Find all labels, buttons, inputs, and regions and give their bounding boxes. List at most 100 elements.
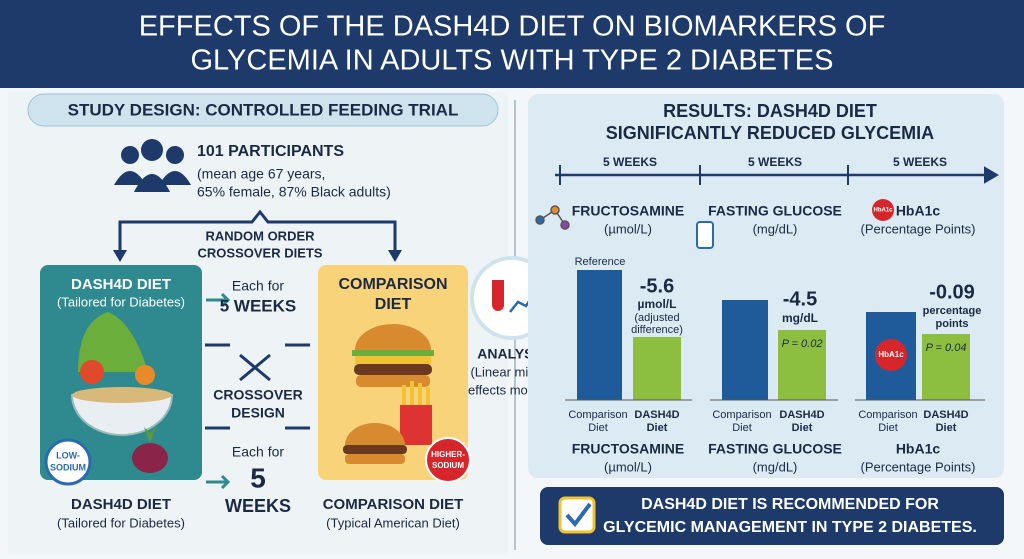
- timeline-label: 5 WEEKS: [748, 155, 802, 169]
- bar-label: DASH4D: [779, 409, 824, 421]
- results-heading: RESULTS: DASH4D DIET: [663, 101, 877, 121]
- bar-label: Comparison: [712, 409, 771, 421]
- crossover-label: DESIGN: [231, 405, 285, 421]
- title-line: EFFECTS OF THE DASH4D DIET ON BIOMARKERS…: [139, 11, 886, 43]
- period-label: Each for: [232, 278, 284, 294]
- check-icon: [558, 496, 596, 534]
- participants-detail: (mean age 67 years,: [197, 166, 325, 182]
- randomization-bracket: [118, 209, 397, 255]
- panel-unit: (Percentage Points): [861, 459, 976, 474]
- effect-unit: mg/dL: [782, 311, 818, 325]
- panel-name: FRUCTOSAMINE: [572, 441, 685, 457]
- low-sodium-label: SODIUM: [50, 462, 86, 472]
- period-label: 5: [250, 462, 266, 493]
- participants-detail: 65% female, 87% Black adults): [197, 184, 391, 200]
- comparison-note: (Typical American Diet): [326, 515, 460, 530]
- hba1c-badge: [875, 339, 907, 371]
- period-label: Each for: [232, 444, 284, 460]
- panel-name: FRUCTOSAMINE: [572, 203, 685, 219]
- bar-label: Diet: [936, 422, 957, 434]
- period-label: WEEKS: [225, 496, 291, 516]
- higher-sodium-label: HIGHER-: [431, 450, 465, 459]
- dash-bar: [633, 337, 681, 400]
- reference-label: Reference: [575, 256, 626, 268]
- panel-name: HbA1c: [896, 203, 941, 219]
- panel-unit: (µmol/L): [604, 221, 652, 236]
- dash-note: (Tailored for Diabetes): [57, 294, 185, 309]
- bar-label: DASH4D: [923, 409, 968, 421]
- bar-label: Diet: [878, 422, 898, 434]
- design-heading-pill: [27, 93, 499, 127]
- period-label: 5 WEEKS: [220, 296, 297, 315]
- timeline-label: 5 WEEKS: [893, 155, 947, 169]
- effect-unit: (adjusted: [634, 312, 679, 324]
- bar-label: Diet: [732, 422, 752, 434]
- effect-value: -5.6: [640, 275, 674, 297]
- effect-unit: difference): [631, 324, 683, 336]
- panel-unit: (mg/dL): [753, 459, 798, 474]
- effect-value: -4.5: [783, 288, 817, 310]
- people-icon: [114, 139, 191, 192]
- bar-label: DASH4D: [634, 409, 679, 421]
- bar-label: Comparison: [858, 409, 917, 421]
- analysis-tube: [492, 280, 504, 311]
- panel-unit: (Percentage Points): [861, 221, 976, 236]
- low-sodium-badge: [44, 438, 92, 486]
- dash-name: DASH4D DIET: [71, 276, 171, 293]
- panel-name: FASTING GLUCOSE: [708, 203, 842, 219]
- title-line: GLYCEMIA IN ADULTS WITH TYPE 2 DIABETES: [191, 45, 834, 77]
- title-banner: [0, 0, 1024, 88]
- bar-label: Diet: [588, 422, 608, 434]
- bar-label: Diet: [792, 422, 813, 434]
- effect-unit: points: [936, 318, 969, 330]
- arrow: [206, 474, 231, 490]
- glucometer-icon: [696, 221, 714, 249]
- random-order: RANDOM ORDER: [205, 228, 315, 243]
- p-value: P = 0.04: [926, 342, 967, 354]
- design-heading: STUDY DESIGN: CONTROLLED FEEDING TRIAL: [68, 100, 459, 119]
- timeline-ticks: [559, 165, 999, 185]
- dash-bar: [922, 334, 970, 400]
- panel-name: FASTING GLUCOSE: [708, 441, 842, 457]
- conclusion-line: DASH4D DIET IS RECOMMENDED FOR: [641, 496, 939, 513]
- burger-icon: [343, 324, 434, 464]
- dash-bar: [778, 330, 826, 400]
- effect-unit: µmol/L: [638, 297, 677, 311]
- conclusion-line: GLYCEMIC MANAGEMENT IN TYPE 2 DIABETES.: [603, 519, 977, 536]
- check-mark: [565, 502, 592, 528]
- hba1c-icon-label: HbA1c: [873, 208, 893, 214]
- hba1c-icon: [872, 199, 894, 221]
- arrow: [206, 292, 231, 308]
- participants-count: 101 PARTICIPANTS: [197, 143, 344, 160]
- molecule-icon: [535, 205, 570, 230]
- healthy-food-icon: [70, 312, 174, 473]
- higher-sodium-badge: [425, 437, 471, 483]
- effect-value: -0.09: [929, 281, 975, 303]
- effect-unit: percentage: [923, 305, 982, 317]
- random-order: CROSSOVER DIETS: [198, 245, 323, 260]
- conclusion-banner: [540, 487, 1004, 545]
- comparison-name: COMPARISON: [338, 276, 447, 293]
- crossover-icon: [205, 343, 310, 430]
- timeline-label: 5 WEEKS: [603, 155, 657, 169]
- low-sodium-label: LOW-: [56, 450, 80, 460]
- dash-note: (Tailored for Diabetes): [57, 515, 185, 530]
- panel-name: HbA1c: [896, 441, 941, 457]
- comparison-bar: [577, 270, 622, 400]
- hba1c-badge-label: HbA1c: [878, 350, 904, 359]
- comparison-bar: [722, 300, 768, 400]
- panel-unit: (µmol/L): [604, 459, 652, 474]
- panel-unit: (mg/dL): [753, 221, 798, 236]
- p-value: P = 0.02: [782, 338, 823, 350]
- higher-sodium-label: SODIUM: [432, 461, 464, 470]
- dash-box: [40, 265, 202, 480]
- comparison-name: COMPARISON DIET: [323, 496, 464, 513]
- dash-name: DASH4D DIET: [71, 496, 171, 513]
- crossover-label: CROSSOVER: [213, 387, 302, 403]
- results-heading: SIGNIFICANTLY REDUCED GLYCEMIA: [606, 123, 934, 143]
- bar-label: Comparison: [568, 409, 627, 421]
- bar-label: Diet: [647, 422, 668, 434]
- comparison-name: DIET: [375, 296, 412, 313]
